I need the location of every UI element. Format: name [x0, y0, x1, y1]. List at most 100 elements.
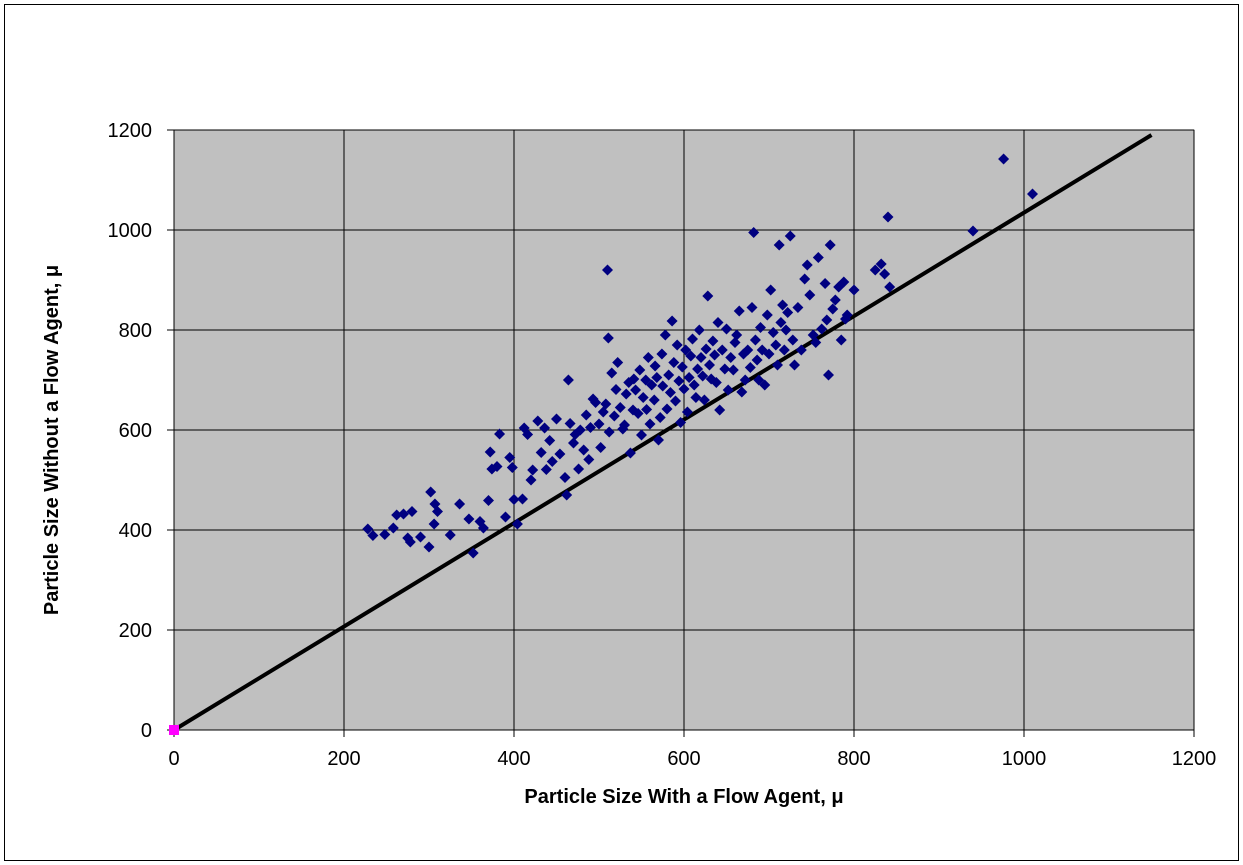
data-point: [676, 361, 688, 373]
data-point: [770, 339, 782, 351]
data-point: [875, 258, 887, 270]
data-point: [697, 370, 709, 382]
y-tick-label: 1200: [108, 120, 153, 142]
data-point: [784, 230, 796, 242]
data-point: [772, 359, 783, 371]
data-point: [670, 395, 681, 407]
data-point: [648, 394, 660, 406]
y-tick-label: 400: [119, 520, 152, 542]
data-point: [824, 239, 836, 251]
data-point: [848, 284, 860, 296]
data-point: [695, 352, 707, 363]
data-point: [574, 424, 586, 436]
data-point: [590, 397, 602, 408]
data-point: [525, 474, 537, 486]
data-point: [816, 323, 828, 335]
data-point: [637, 392, 649, 403]
x-tick-label: 200: [327, 748, 360, 770]
y-axis: 0 200 400 600 800 1000 1200: [108, 120, 174, 742]
data-point: [700, 343, 712, 355]
data-point: [692, 363, 704, 375]
data-point: [884, 281, 896, 293]
reference-line: [172, 133, 1153, 732]
data-point: [744, 362, 756, 373]
data-point: [379, 529, 391, 540]
data-point: [444, 529, 456, 541]
data-point: [585, 422, 596, 433]
data-point: [551, 413, 562, 425]
data-point: [632, 408, 644, 419]
data-point: [751, 354, 763, 366]
data-point: [539, 422, 551, 434]
data-point: [789, 359, 800, 371]
data-point: [494, 428, 506, 440]
data-point: [673, 375, 685, 387]
data-point: [780, 324, 792, 336]
data-point: [823, 369, 834, 381]
data-point: [628, 373, 640, 385]
data-point: [698, 394, 710, 406]
data-point: [778, 344, 790, 356]
data-point: [763, 348, 775, 360]
data-point: [614, 402, 626, 413]
data-point: [561, 489, 573, 501]
data-point: [801, 259, 813, 271]
x-tick-label: 600: [667, 748, 700, 770]
y-tick-label: 800: [119, 320, 152, 342]
data-point: [755, 322, 766, 333]
data-point: [423, 541, 435, 553]
y-tick-label: 200: [119, 620, 152, 642]
data-point: [687, 333, 698, 345]
data-point: [467, 547, 479, 559]
data-point: [527, 464, 539, 476]
data-point: [795, 344, 807, 356]
data-point: [775, 317, 787, 328]
data-point: [600, 398, 612, 410]
data-point: [835, 334, 847, 346]
data-point: [767, 327, 779, 338]
data-point: [568, 437, 579, 449]
y-axis-title: Particle Size Without a Flow Agent, μ: [41, 265, 63, 615]
data-point: [535, 447, 547, 458]
data-point: [879, 268, 891, 280]
data-point: [664, 387, 676, 398]
data-point: [761, 309, 773, 321]
data-point: [522, 429, 534, 440]
x-tick-label: 800: [837, 748, 870, 770]
data-point: [725, 352, 737, 363]
data-point: [666, 315, 678, 327]
data-point: [804, 289, 816, 301]
data-point: [829, 294, 841, 306]
y-tick-label: 600: [119, 420, 152, 442]
data-point: [602, 332, 614, 344]
data-point: [731, 329, 743, 341]
data-point: [483, 495, 494, 506]
data-point: [675, 417, 687, 428]
data-point: [967, 225, 979, 237]
data-point: [812, 252, 824, 263]
data-point: [748, 227, 760, 238]
data-point: [612, 357, 624, 368]
data-point: [773, 239, 785, 251]
data-point: [671, 339, 683, 351]
data-point: [644, 418, 656, 430]
x-axis-title: Particle Size With a Flow Agent, μ: [524, 786, 843, 808]
data-point: [998, 153, 1010, 165]
data-point: [678, 383, 690, 395]
data-point: [799, 273, 811, 285]
data-point: [683, 372, 695, 383]
data-point: [606, 367, 618, 379]
data-point: [661, 403, 673, 415]
x-axis: 0 200 400 600 800 1000 1200: [168, 730, 1216, 770]
data-point: [415, 531, 426, 543]
data-point: [367, 530, 379, 541]
data-point: [608, 410, 620, 422]
data-point: [620, 388, 632, 400]
data-point: [554, 448, 566, 460]
data-point: [733, 305, 745, 317]
data-point: [690, 392, 702, 403]
data-point: [722, 384, 734, 396]
data-point: [777, 299, 789, 311]
data-point: [668, 357, 680, 368]
data-point: [506, 462, 518, 473]
